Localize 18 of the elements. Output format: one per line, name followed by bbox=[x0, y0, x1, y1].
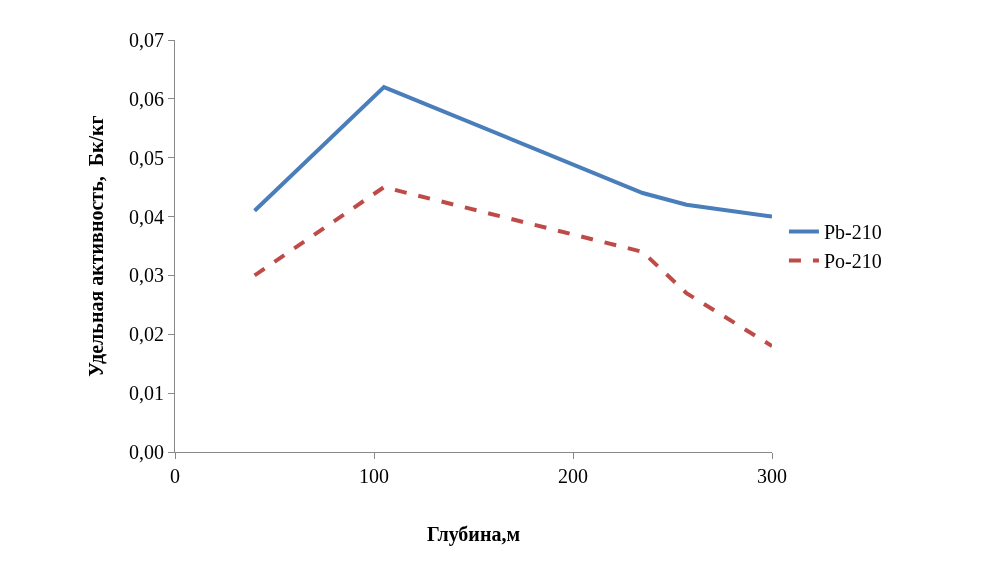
legend-label: Po-210 bbox=[823, 250, 882, 273]
y-tick-label: 0,02 bbox=[129, 323, 164, 346]
y-tick-label: 0,05 bbox=[129, 146, 164, 169]
y-tick-label: 0,06 bbox=[129, 87, 164, 110]
line-series bbox=[252, 85, 772, 219]
x-tick-label: 300 bbox=[757, 465, 787, 487]
legend-label: Pb-210 bbox=[823, 221, 882, 244]
x-tick-label: 100 bbox=[359, 465, 389, 487]
line-series bbox=[252, 185, 772, 349]
x-tick-label: 0 bbox=[170, 465, 180, 487]
y-tick-label: 0,07 bbox=[129, 29, 164, 51]
y-tick-label: 0,01 bbox=[129, 382, 164, 405]
y-axis-title: Удельная активность, Бк/кг bbox=[84, 115, 107, 377]
y-tick-label: 0,04 bbox=[129, 205, 164, 228]
y-tick-label: 0,00 bbox=[129, 441, 164, 463]
x-axis-title: Глубина,м bbox=[426, 522, 521, 546]
x-tick-label: 200 bbox=[558, 465, 588, 487]
y-tick-label: 0,03 bbox=[129, 264, 164, 287]
